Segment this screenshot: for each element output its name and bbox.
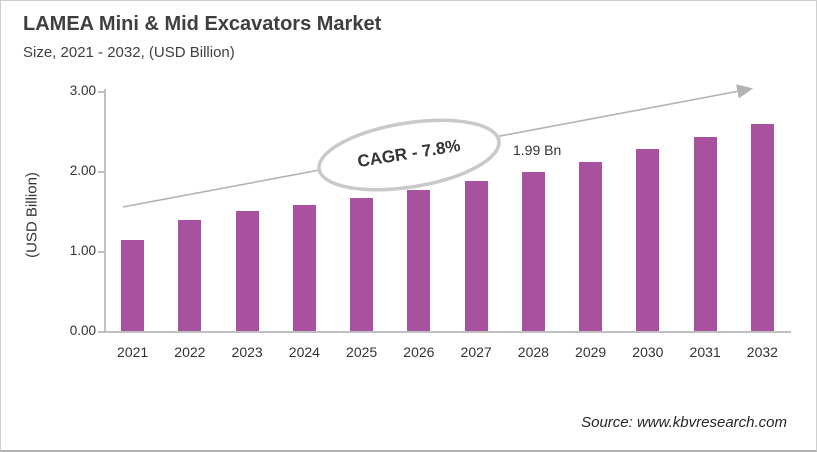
x-axis-line [104, 331, 791, 333]
x-tick-label: 2026 [403, 344, 435, 360]
bar-2023 [235, 211, 259, 331]
chart-subtitle: Size, 2021 - 2032, (USD Billion) [23, 44, 235, 61]
bar-2022 [178, 219, 202, 331]
x-tick-label: 2022 [174, 344, 206, 360]
y-tick-label: 0.00 [69, 323, 96, 338]
y-axis-tick [98, 91, 104, 93]
bar-2030 [636, 149, 660, 331]
y-tick-label: 3.00 [69, 83, 96, 98]
x-tick-label: 2031 [689, 344, 721, 360]
x-tick-label: 2029 [575, 344, 607, 360]
bar-2031 [693, 137, 717, 331]
y-tick-label: 2.00 [69, 163, 96, 178]
y-axis-tick [98, 251, 104, 253]
y-axis-title: (USD Billion) [23, 172, 41, 258]
y-tick-label: 1.00 [69, 243, 96, 258]
bar-2025 [350, 198, 374, 331]
bar-2026 [407, 190, 431, 331]
y-axis-tick [98, 171, 104, 173]
x-tick-label: 2027 [460, 344, 492, 360]
y-axis-tick [98, 331, 104, 333]
x-tick-label: 2025 [346, 344, 378, 360]
x-tick-label: 2023 [231, 344, 263, 360]
bar-2027 [464, 181, 488, 331]
bar-2021 [121, 239, 145, 331]
x-tick-label: 2024 [288, 344, 320, 360]
chart-title: LAMEA Mini & Mid Excavators Market [23, 13, 382, 35]
x-tick-label: 2021 [117, 344, 149, 360]
bar-2028 [521, 171, 545, 331]
x-tick-label: 2030 [632, 344, 664, 360]
x-tick-label: 2032 [746, 344, 778, 360]
bar-2024 [292, 205, 316, 331]
source-attribution: Source: www.kbvresearch.com [581, 414, 787, 431]
bar-2029 [579, 162, 603, 331]
x-tick-label: 2028 [517, 344, 549, 360]
bar-2032 [750, 123, 774, 331]
y-axis-line [104, 89, 106, 332]
data-point-label: 1.99 Bn [513, 142, 562, 158]
